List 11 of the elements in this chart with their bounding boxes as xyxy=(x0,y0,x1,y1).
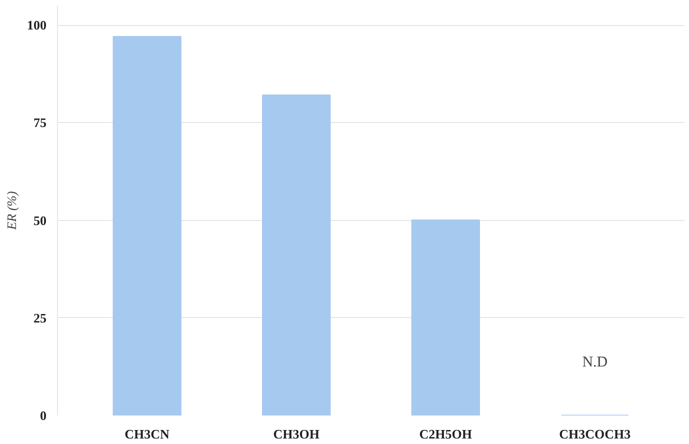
x-tick-label: CH3COCH3 xyxy=(559,426,632,442)
y-tick-label: 0 xyxy=(40,408,46,423)
x-tick-label: CH3CN xyxy=(124,426,170,442)
y-axis-title: ER (%) xyxy=(4,191,19,231)
x-tick-label: C2H5OH xyxy=(419,426,472,442)
y-tick-label: 100 xyxy=(27,18,46,33)
y-tick-label: 25 xyxy=(34,310,47,326)
y-tick-label: 75 xyxy=(34,115,47,130)
annotation: N.D xyxy=(582,354,608,370)
y-tick-label: 50 xyxy=(34,212,46,228)
x-tick-label: CH3OH xyxy=(273,426,320,442)
